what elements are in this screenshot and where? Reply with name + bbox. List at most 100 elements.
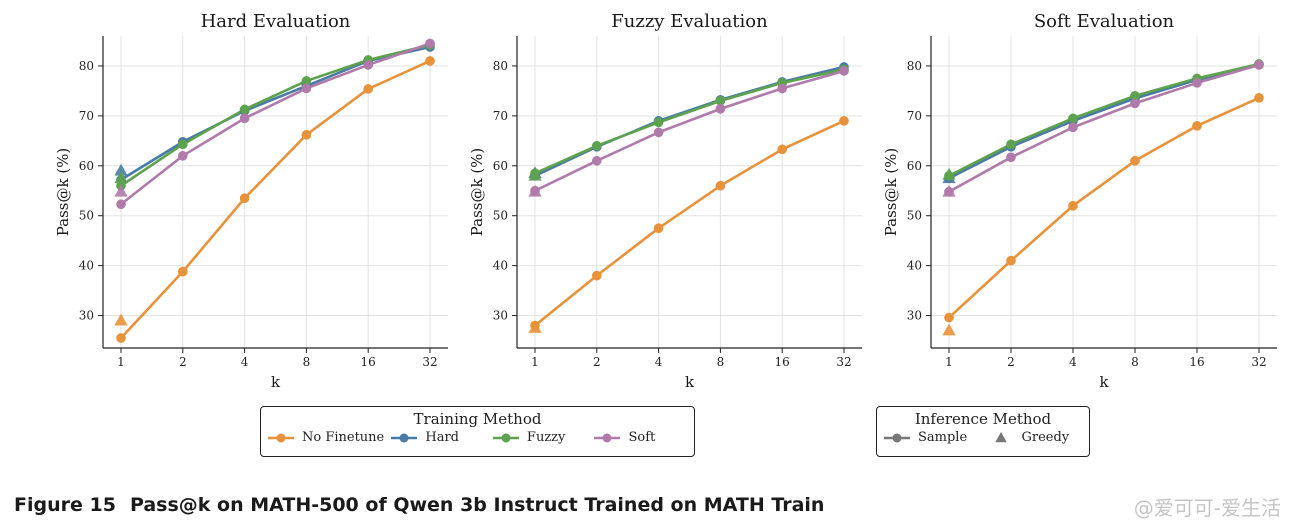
- point-soft: [653, 127, 664, 138]
- y-tick-label: 80: [493, 59, 508, 73]
- point-soft: [301, 83, 312, 94]
- legend-item-hard: Hard: [389, 430, 491, 445]
- greedy-marker-hard: [114, 163, 128, 176]
- chart-title: Soft Evaluation: [1034, 11, 1175, 32]
- y-tick-label: 70: [493, 109, 508, 123]
- series-line-soft: [948, 63, 1260, 193]
- greedy-marker-fuzzy: [528, 168, 542, 181]
- y-axis-label: Pass@k (%): [468, 148, 486, 237]
- point-soft: [363, 60, 374, 70]
- point-soft: [1006, 152, 1016, 163]
- point-no-finetune: [1130, 155, 1140, 166]
- point-soft: [591, 155, 602, 166]
- greedy-marker-soft: [528, 184, 542, 197]
- swatch-dot: [602, 433, 612, 442]
- swatch-dot: [501, 433, 511, 442]
- greedy-marker-fuzzy: [942, 167, 956, 180]
- x-tick-label: 1: [945, 355, 953, 369]
- x-tick-label: 32: [422, 355, 437, 369]
- point-fuzzy: [591, 140, 602, 151]
- y-tick-label: 70: [79, 109, 94, 123]
- legend-label: Hard: [425, 430, 459, 445]
- x-tick-label: 4: [1069, 355, 1077, 369]
- y-tick-label: 60: [493, 159, 508, 173]
- y-tick-label: 30: [907, 309, 922, 323]
- charts-area: 30 40 50 60 70 80 1 2 4 8 16 32 Hard Evaluation k Pass…: [54, 11, 1277, 391]
- watermark: @爱可可-爱生活: [1133, 496, 1281, 520]
- y-tick-label: 70: [907, 109, 922, 123]
- point-soft: [839, 66, 849, 76]
- panel-soft-evaluation: 30 40 50 60 70 80 1 2 4 8 16 32 Soft Evaluation k Pass…: [882, 11, 1277, 391]
- point-soft: [1254, 60, 1264, 70]
- point-no-finetune: [715, 180, 726, 191]
- series-line-fuzzy: [534, 68, 845, 175]
- greedy-marker-no-finetune: [528, 321, 542, 333]
- x-tick-label: 16: [361, 355, 376, 369]
- series-line-fuzzy: [120, 43, 431, 187]
- y-tick-label: 40: [493, 259, 508, 273]
- panel-hard-evaluation: 30 40 50 60 70 80 1 2 4 8 16 32 Hard Evaluation k Pass…: [54, 11, 448, 391]
- figure-number: Figure 15: [14, 494, 116, 516]
- point-no-finetune: [653, 223, 664, 234]
- legend-swatch: [492, 433, 519, 442]
- legend-item-no-finetune: No Finetune: [266, 430, 389, 445]
- greedy-marker-fuzzy: [114, 171, 128, 184]
- point-fuzzy: [653, 117, 664, 128]
- point-soft: [425, 38, 435, 49]
- point-fuzzy: [1006, 139, 1016, 150]
- point-soft: [116, 199, 126, 210]
- legend-label: Greedy: [1021, 430, 1070, 445]
- x-tick-label: 4: [241, 355, 249, 369]
- y-tick-label: 50: [493, 209, 508, 223]
- y-tick-label: 50: [79, 209, 94, 223]
- swatch-triangle: [994, 431, 1007, 442]
- legend-swatch: [268, 433, 294, 442]
- x-axis-label: k: [685, 373, 695, 391]
- x-tick-label: 8: [717, 355, 725, 369]
- y-tick-label: 60: [907, 159, 922, 173]
- legend-item-sample: Sample: [882, 430, 986, 445]
- y-tick-label: 80: [907, 59, 922, 73]
- greedy-marker-no-finetune: [942, 323, 956, 336]
- panel-fuzzy-evaluation: 30 40 50 60 70 80 1 2 4 8 16 32 Fuzzy Evaluation k Pas…: [468, 11, 862, 391]
- figure-title: Pass@k on MATH-500 of Qwen 3b Instruct T…: [129, 494, 825, 516]
- point-no-finetune: [116, 333, 126, 343]
- chart-title: Hard Evaluation: [201, 11, 351, 32]
- series-line-soft: [120, 42, 431, 206]
- legend-swatch: [391, 433, 418, 442]
- series-line-soft: [534, 69, 845, 192]
- y-tick-label: 50: [907, 209, 922, 223]
- point-fuzzy: [239, 104, 250, 115]
- x-tick-label: 1: [531, 355, 539, 369]
- x-tick-label: 16: [775, 355, 790, 369]
- x-tick-label: 8: [303, 355, 311, 369]
- x-tick-label: 8: [1131, 355, 1139, 369]
- inference-method-legend: Inference Method Sample Greedy: [876, 406, 1090, 457]
- x-axis-label: k: [1099, 373, 1109, 391]
- x-tick-label: 32: [836, 355, 851, 369]
- series-line-fuzzy: [948, 62, 1260, 177]
- point-no-finetune: [591, 270, 602, 281]
- point-soft: [1068, 122, 1078, 133]
- y-tick-label: 30: [79, 309, 94, 323]
- point-soft: [177, 150, 188, 161]
- point-no-finetune: [777, 144, 788, 155]
- point-fuzzy: [177, 139, 188, 150]
- swatch-dot: [892, 433, 902, 442]
- point-fuzzy: [1068, 113, 1078, 124]
- point-no-finetune: [1192, 121, 1202, 131]
- point-no-finetune: [239, 193, 250, 204]
- series-line-no-finetune: [120, 59, 431, 339]
- chart-title: Fuzzy Evaluation: [611, 11, 768, 32]
- point-no-finetune: [177, 266, 188, 277]
- point-no-finetune: [425, 56, 435, 66]
- series-line-hard: [120, 45, 431, 181]
- point-no-finetune: [839, 116, 849, 126]
- point-soft: [1130, 98, 1140, 109]
- x-tick-label: 16: [1189, 355, 1204, 369]
- y-tick-label: 60: [79, 159, 94, 173]
- greedy-marker-soft: [114, 184, 128, 197]
- legend-swatch: [884, 433, 910, 442]
- y-tick-label: 30: [493, 309, 508, 323]
- figure-caption: Figure 15 Pass@k on MATH-500 of Qwen 3b I…: [14, 494, 824, 516]
